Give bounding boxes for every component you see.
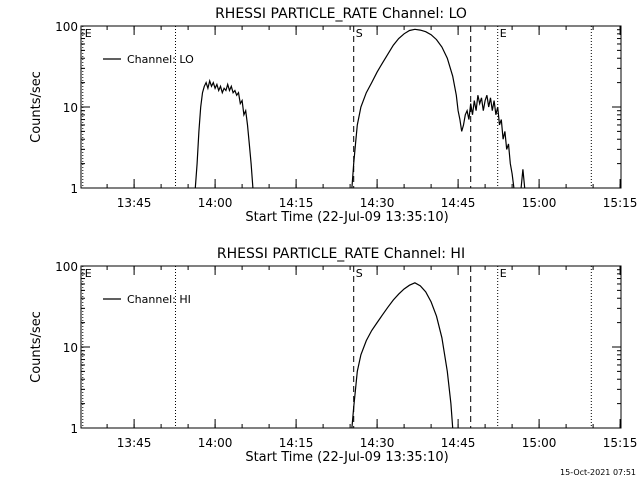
- y-tick-label: 10: [63, 341, 78, 355]
- timestamp-footer: 15-Oct-2021 07:51: [560, 468, 636, 477]
- y-tick-label: 100: [55, 20, 78, 34]
- x-tick-label: 14:15: [279, 436, 314, 450]
- y-tick-label: 1: [70, 422, 78, 436]
- x-tick-label: 15:15: [603, 436, 638, 450]
- series-line: [194, 78, 254, 189]
- plot-frame: [80, 25, 622, 189]
- legend-label: Channel: HI: [127, 293, 191, 306]
- x-axis-label: Start Time (22-Jul-09 13:35:10): [245, 210, 448, 225]
- x-tick-label: 15:00: [522, 196, 557, 210]
- x-tick-label: 14:00: [198, 436, 233, 450]
- x-tick-label: 14:45: [441, 196, 476, 210]
- marker-label: S: [356, 27, 363, 40]
- x-tick-label: 14:30: [360, 196, 395, 210]
- x-tick-label: 14:00: [198, 196, 233, 210]
- y-tick-label: 1: [70, 182, 78, 196]
- series-line: [351, 282, 454, 429]
- x-tick-label: 14:15: [279, 196, 314, 210]
- marker-label: E: [85, 267, 92, 280]
- y-axis-label: Counts/sec: [29, 71, 44, 143]
- y-axis-label: Counts/sec: [29, 311, 44, 383]
- legend-label: Channel: LO: [127, 53, 194, 66]
- marker-label: E: [85, 27, 92, 40]
- x-tick-label: 15:00: [522, 436, 557, 450]
- y-tick-label: 10: [63, 101, 78, 115]
- plot-frame: [80, 265, 622, 429]
- x-tick-label: 13:45: [117, 436, 152, 450]
- x-tick-label: 15:15: [603, 196, 638, 210]
- marker-label: S: [356, 267, 363, 280]
- x-axis-label: Start Time (22-Jul-09 13:35:10): [245, 450, 448, 465]
- x-tick-label: 14:45: [441, 436, 476, 450]
- y-tick-label: 100: [55, 260, 78, 274]
- marker-label: E: [500, 267, 507, 280]
- series-line: [351, 28, 515, 189]
- series-line: [520, 169, 526, 189]
- marker-label: E: [500, 27, 507, 40]
- chart-title: RHESSI PARTICLE_RATE Channel: HI: [217, 246, 465, 262]
- chart-title: RHESSI PARTICLE_RATE Channel: LO: [215, 6, 467, 22]
- x-tick-label: 13:45: [117, 196, 152, 210]
- x-tick-label: 14:30: [360, 436, 395, 450]
